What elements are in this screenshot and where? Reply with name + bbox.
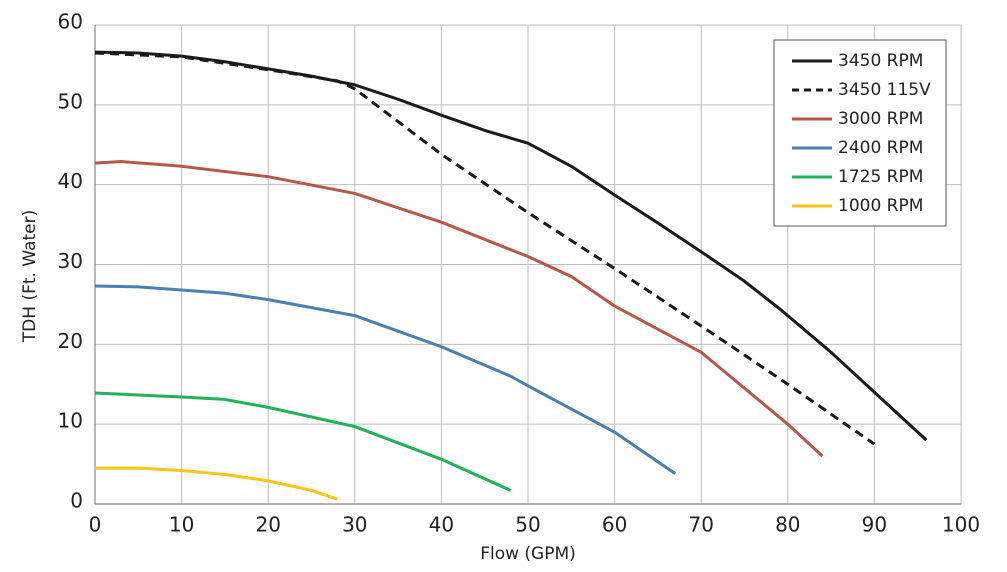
y-tick-label: 40 <box>58 169 83 193</box>
series-line <box>94 160 824 458</box>
x-tick-label: 10 <box>169 513 194 537</box>
y-tick-label: 10 <box>58 409 83 433</box>
x-tick-label: 80 <box>775 513 800 537</box>
legend-label: 3450 RPM <box>838 51 923 71</box>
x-tick-label: 20 <box>255 513 280 537</box>
legend-label: 3000 RPM <box>838 109 923 129</box>
legend-label: 1000 RPM <box>838 196 923 216</box>
series-line <box>94 391 512 492</box>
legend-label: 3450 115V <box>838 80 931 100</box>
x-axis-label: Flow (GPM) <box>480 544 576 564</box>
series-line <box>95 466 338 501</box>
x-tick-label: 50 <box>515 513 540 537</box>
x-tick-label: 100 <box>942 513 980 537</box>
x-tick-label: 70 <box>688 513 713 537</box>
x-tick-label: 40 <box>429 513 454 537</box>
y-tick-label: 50 <box>58 89 83 113</box>
legend-label: 2400 RPM <box>838 138 923 158</box>
series-line <box>94 51 876 446</box>
y-axis-label: TDH (Ft. Water) <box>20 210 40 343</box>
x-tick-label: 90 <box>862 513 887 537</box>
y-tick-label: 0 <box>70 489 83 513</box>
legend-label: 1725 RPM <box>838 167 923 187</box>
y-tick-label: 30 <box>58 249 83 273</box>
x-tick-label: 0 <box>89 513 102 537</box>
x-tick-label: 30 <box>342 513 367 537</box>
y-tick-label: 20 <box>58 329 83 353</box>
x-tick-label: 60 <box>602 513 627 537</box>
y-tick-label: 60 <box>58 10 83 34</box>
series-line <box>94 284 677 475</box>
legend-box <box>773 39 947 227</box>
